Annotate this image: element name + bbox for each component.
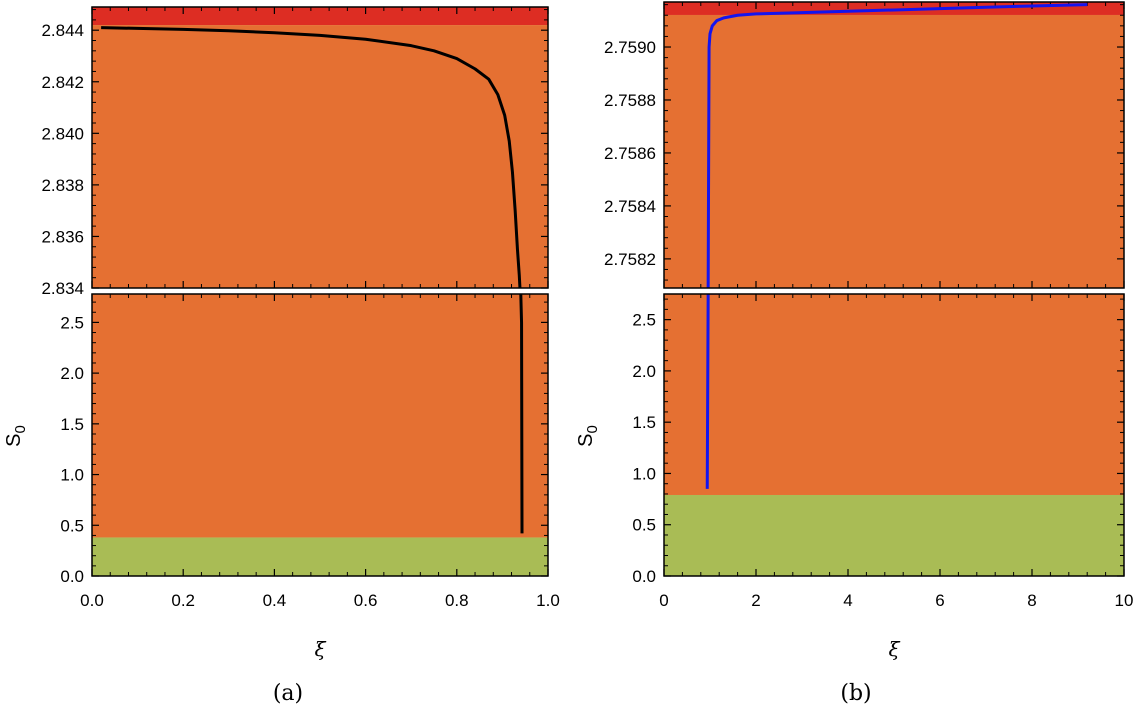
x-tick-label: 10 [1115, 591, 1134, 610]
y-tick-label-bottom: 1.5 [60, 415, 84, 434]
region-top-orange [92, 25, 548, 288]
y-tick-label-top: 2.838 [41, 176, 84, 195]
y-tick-label-top: 2.7590 [604, 38, 656, 57]
y-tick-label-bottom: 2.5 [632, 311, 656, 330]
x-tick-label: 6 [935, 591, 944, 610]
x-tick-label: 4 [843, 591, 852, 610]
y-tick-label-bottom: 1.5 [632, 413, 656, 432]
y-axis-label: S0 [575, 425, 601, 447]
y-tick-label-bottom: 2.5 [60, 313, 84, 332]
y-tick-label-bottom: 0.5 [60, 516, 84, 535]
region-bottom-green [664, 495, 1124, 576]
y-tick-label-top: 2.836 [41, 227, 84, 246]
y-tick-label-bottom: 2.0 [632, 362, 656, 381]
y-tick-label-bottom: 2.0 [60, 364, 84, 383]
y-axis-label: S0 [3, 425, 29, 447]
x-tick-label: 0.2 [171, 591, 195, 610]
chart-b: 2.7582 2.7584 2.7586 2.7588 2.7590 0.0 0.5 1.0 1… [575, 2, 1133, 661]
region-top-orange [664, 15, 1124, 288]
y-axis-label-subscript: 0 [12, 425, 29, 433]
x-tick-label: 8 [1027, 591, 1036, 610]
y-tick-label-top: 2.7588 [604, 91, 656, 110]
chart-a: 2.834 2.836 2.838 2.840 2.842 2.844 0.0 0.5 1.0 1… [3, 7, 560, 661]
caption-b: (b) [840, 681, 871, 706]
y-tick-label-top: 2.842 [41, 73, 84, 92]
y-tick-label-bottom: 0.0 [632, 567, 656, 586]
y-tick-label-top: 2.834 [41, 279, 84, 298]
y-tick-label-bottom: 1.0 [60, 466, 84, 485]
caption-a: (a) [273, 681, 303, 706]
y-tick-label-top: 2.844 [41, 21, 84, 40]
x-axis-label: ξ [888, 637, 900, 661]
x-tick-label: 0.6 [354, 591, 378, 610]
y-tick-label-top: 2.7586 [604, 144, 656, 163]
x-tick-label: 0.4 [263, 591, 287, 610]
y-tick-label-bottom: 0.0 [60, 567, 84, 586]
x-tick-label: 0 [659, 591, 668, 610]
x-axis-label: ξ [314, 637, 326, 661]
y-tick-label-top: 2.840 [41, 124, 84, 143]
y-axis-label-subscript: 0 [584, 425, 601, 433]
x-tick-label: 2 [751, 591, 760, 610]
region-bottom-orange [664, 294, 1124, 495]
region-bottom-green [92, 537, 548, 576]
x-tick-label: 0.0 [80, 591, 104, 610]
region-top-red [92, 7, 548, 25]
x-tick-label: 0.8 [445, 591, 469, 610]
y-tick-label-top: 2.7582 [604, 250, 656, 269]
region-bottom-orange [92, 294, 548, 537]
x-tick-label: 1.0 [536, 591, 560, 610]
y-tick-label-bottom: 1.0 [632, 464, 656, 483]
y-tick-label-top: 2.7584 [604, 197, 656, 216]
y-tick-label-bottom: 0.5 [632, 516, 656, 535]
